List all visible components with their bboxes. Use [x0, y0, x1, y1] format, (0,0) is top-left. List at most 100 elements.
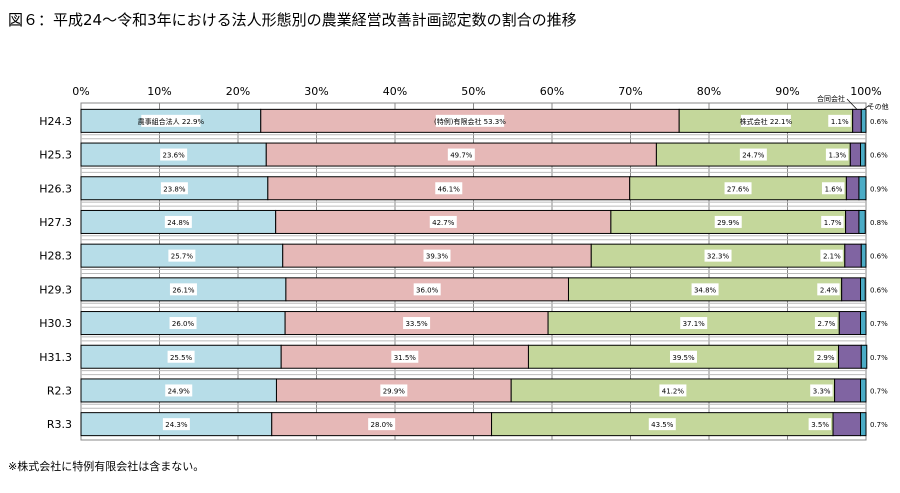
data-label-bg [162, 418, 190, 431]
y-category-label: H25.3 [39, 149, 72, 162]
data-label-bg [160, 148, 188, 161]
data-label: 0.8% [870, 219, 888, 227]
data-label: 2.7% [818, 320, 836, 328]
y-category-label: H30.3 [39, 317, 72, 330]
data-label-bg [435, 114, 505, 127]
data-label: 46.1% [438, 185, 461, 193]
chart-title: 図６：平成24～令和3年における法人形態別の農業経営改善計画認定数の割合の推移 [8, 11, 577, 29]
data-label: 24.7% [742, 152, 765, 160]
data-label-bg [160, 182, 188, 195]
y-category-label: H24.3 [39, 115, 72, 128]
data-label-bg [808, 418, 832, 431]
x-tick-label: 50% [461, 85, 485, 98]
series-label-godo: 合同会社 [817, 94, 845, 103]
bar-segment [860, 311, 867, 336]
data-label: 36.0% [416, 286, 439, 294]
data-label-bg [648, 418, 676, 431]
x-tick-label: 60% [540, 85, 564, 98]
data-label: 3.5% [811, 421, 829, 429]
data-label-bg [814, 317, 838, 330]
data-label-bg [391, 350, 419, 363]
data-label-bg [168, 249, 196, 262]
data-label-bg [435, 182, 463, 195]
data-label-bg [814, 350, 837, 363]
data-label-bg [659, 384, 687, 397]
data-label: 2.1% [823, 253, 841, 261]
data-label-bg [825, 148, 849, 161]
data-label: 1.3% [829, 152, 847, 160]
data-label-bg [423, 249, 451, 262]
data-label: 37.1% [683, 320, 706, 328]
data-label: 0.6% [870, 152, 888, 160]
y-category-label: H27.3 [39, 216, 72, 229]
data-label: 1.6% [825, 185, 843, 193]
data-label-bg [817, 283, 840, 296]
data-label-bg [413, 283, 441, 296]
x-tick-label: 100% [850, 85, 881, 98]
data-label: 0.6% [870, 118, 888, 126]
data-label: 0.9% [870, 185, 888, 193]
bar-segment [858, 209, 866, 234]
data-label-bg [169, 283, 197, 296]
data-label-bg [680, 317, 708, 330]
x-tick-label: 30% [304, 85, 328, 98]
data-label: 0.7% [870, 354, 888, 362]
data-label: (特例)有限会社 53.3% [434, 117, 506, 126]
data-label: 33.5% [405, 320, 428, 328]
bar-segment [832, 412, 862, 437]
y-category-label: H28.3 [39, 250, 72, 263]
data-label-bg [169, 317, 197, 330]
x-tick-label: 40% [383, 85, 407, 98]
data-label-bg [669, 350, 697, 363]
bar-segment [860, 344, 868, 369]
data-label: 1.1% [831, 118, 849, 126]
data-label: 24.3% [165, 421, 188, 429]
callout-line [846, 98, 858, 110]
data-label: 28.0% [371, 421, 394, 429]
data-label-bg [167, 350, 195, 363]
bar-segment [838, 344, 862, 369]
data-label: 29.9% [717, 219, 740, 227]
data-label: 49.7% [450, 152, 473, 160]
data-label: 25.7% [171, 253, 194, 261]
data-label-bg [141, 114, 201, 127]
x-tick-label: 80% [697, 85, 721, 98]
y-category-label: R2.3 [47, 384, 72, 397]
data-label-bg [380, 384, 408, 397]
data-label: 27.6% [727, 185, 750, 193]
data-label-bg [368, 418, 396, 431]
data-label: 41.2% [662, 387, 685, 395]
bar-segment [845, 209, 860, 234]
x-tick-label: 70% [618, 85, 642, 98]
data-label: 3.3% [813, 387, 831, 395]
data-label: 株式会社 22.1% [740, 117, 793, 126]
data-label: 0.6% [870, 286, 888, 294]
data-label: 24.8% [167, 219, 190, 227]
x-tick-label: 20% [226, 85, 250, 98]
data-label: 26.1% [172, 286, 195, 294]
data-label-bg [820, 249, 843, 262]
y-category-label: H31.3 [39, 351, 72, 364]
y-category-label: H26.3 [39, 182, 72, 195]
data-label: 1.7% [824, 219, 842, 227]
bar-segment [852, 108, 862, 133]
data-label: 39.5% [672, 354, 695, 362]
data-label: 43.5% [651, 421, 674, 429]
y-category-label: H29.3 [39, 283, 72, 296]
data-label: 24.9% [168, 387, 191, 395]
bar-segment [860, 277, 866, 302]
bar-segment [838, 311, 862, 336]
data-label: 0.7% [870, 421, 888, 429]
data-label-bg [821, 215, 844, 228]
data-label: 42.7% [432, 219, 455, 227]
data-label: 32.3% [707, 253, 730, 261]
series-label-other: その他 [868, 102, 889, 111]
bar-segment [860, 412, 867, 437]
bar-segment [849, 142, 862, 167]
data-label: 0.7% [870, 320, 888, 328]
data-label-bg [821, 182, 845, 195]
data-label: 23.8% [163, 185, 186, 193]
data-label-bg [714, 215, 742, 228]
data-label: 39.3% [426, 253, 449, 261]
